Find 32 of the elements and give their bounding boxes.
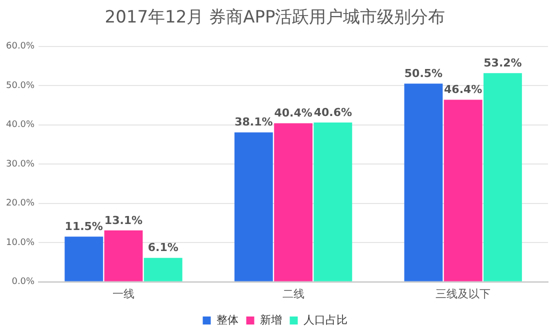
y-tick-label: 40.0%	[6, 120, 36, 130]
data-label: 13.1%	[104, 214, 143, 227]
bar	[404, 84, 443, 282]
y-tick-label: 60.0%	[6, 42, 36, 52]
y-tick-label: 10.0%	[6, 238, 36, 248]
bar	[104, 230, 143, 282]
legend-label: 新增	[260, 313, 282, 326]
bar	[484, 73, 522, 282]
bar	[144, 258, 182, 282]
data-label: 40.6%	[314, 106, 352, 119]
data-label: 46.4%	[444, 83, 482, 96]
legend-label: 人口占比	[303, 313, 348, 326]
data-label: 40.4%	[274, 106, 312, 120]
y-tick-label: 0.0%	[12, 277, 36, 288]
data-label: 50.5%	[404, 67, 443, 80]
x-tick-label: 三线及以下	[436, 287, 491, 300]
data-label: 38.1%	[234, 116, 273, 129]
data-label: 11.5%	[64, 220, 103, 234]
x-tick-label: 二线	[282, 287, 304, 300]
bar	[444, 100, 482, 282]
legend-label: 整体	[216, 313, 238, 326]
x-tick-label: 一线	[112, 287, 134, 300]
bar	[234, 132, 273, 282]
y-tick-label: 30.0%	[6, 159, 36, 170]
y-tick-label: 20.0%	[6, 198, 36, 209]
bar	[64, 236, 104, 282]
bar	[314, 122, 352, 282]
chart-title: 2017年12月 券商APP活跃用户城市级别分布	[104, 8, 446, 28]
data-label: 6.1%	[148, 241, 178, 254]
y-tick-label: 50.0%	[6, 80, 36, 91]
bar	[274, 123, 313, 282]
data-label: 53.2%	[484, 56, 522, 70]
